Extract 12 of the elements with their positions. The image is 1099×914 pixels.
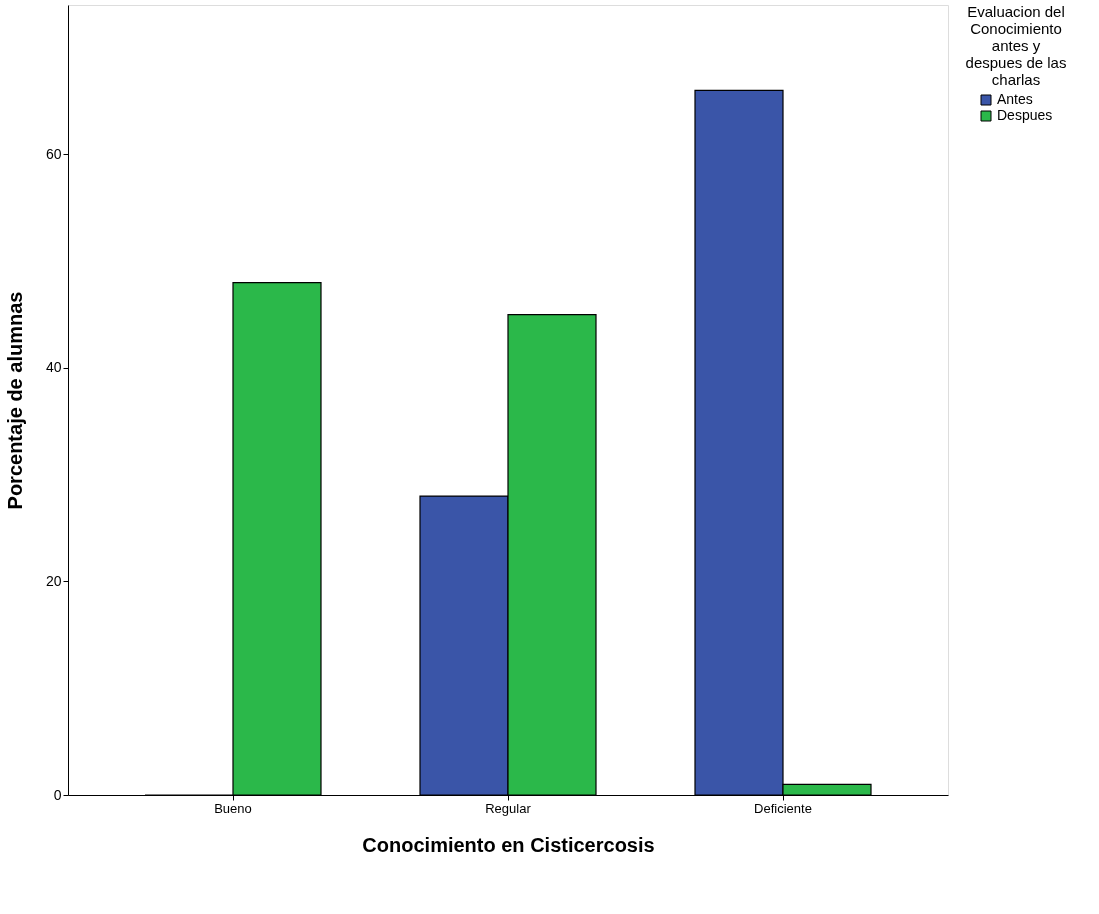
y-tick-label: 0 [53,786,62,803]
legend-title: Evaluacion del Conocimiento antes y despues de las charlas [965,3,1067,88]
x-tick-label: Regular [485,800,532,816]
legend-label: Despues [997,107,1053,123]
y-tick-label: 40 [45,359,62,376]
y-tick-label: 20 [45,572,62,589]
x-tick-label: Deficiente [754,800,812,816]
x-tick-label: Bueno [214,800,252,816]
x-axis-title: Conocimiento en Cisticercosis [362,833,655,856]
y-axis-title: Porcentaje de alumnas [3,291,26,510]
y-tick-label: 60 [45,145,62,162]
legend-label: Antes [997,91,1033,107]
